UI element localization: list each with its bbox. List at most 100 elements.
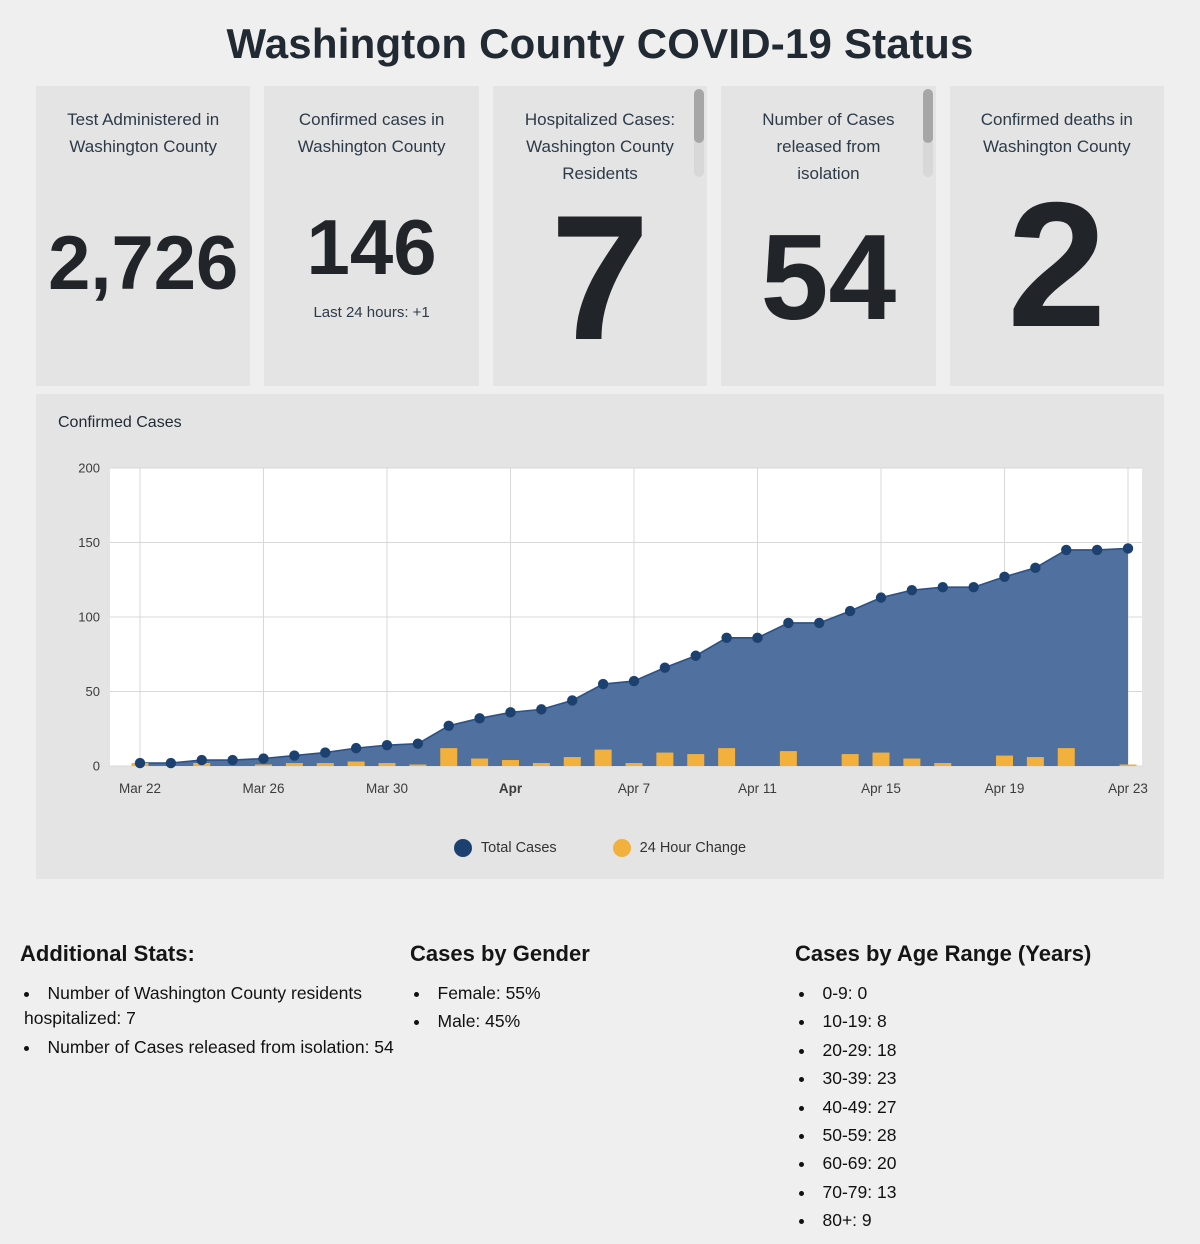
total-cases-point[interactable]: [505, 707, 516, 718]
list-item: 80+: 9: [799, 1208, 1180, 1233]
total-cases-point[interactable]: [412, 738, 424, 749]
y-tick-label: 0: [93, 759, 100, 774]
total-cases-point[interactable]: [1091, 544, 1103, 556]
list-item: 70-79: 13: [799, 1180, 1180, 1205]
stat-card-tests: Test Administered in Washington County 2…: [36, 86, 251, 386]
total-cases-point[interactable]: [1030, 562, 1041, 574]
legend-item-24-hour-change[interactable]: 24 Hour Change: [612, 839, 747, 857]
change-bar[interactable]: [841, 754, 859, 766]
change-bar[interactable]: [471, 758, 489, 766]
total-cases-point[interactable]: [814, 617, 825, 629]
change-bar[interactable]: [255, 764, 272, 766]
change-bar[interactable]: [563, 757, 581, 766]
y-tick-label: 200: [78, 461, 100, 476]
change-bar[interactable]: [779, 751, 797, 766]
list-item: 20-29: 18: [799, 1038, 1180, 1063]
total-cases-point[interactable]: [567, 695, 578, 706]
scrollbar-thumb[interactable]: [694, 89, 705, 143]
total-cases-point[interactable]: [320, 747, 331, 758]
bottom-stats-section: Additional Stats: Number of Washington C…: [0, 941, 1200, 1236]
confirmed-cases-panel: Confirmed Cases 0 50 100 150 200 Mar 22 Mar 26…: [36, 394, 1164, 879]
additional-stats-list: Number of Washington County residents ho…: [24, 981, 410, 1060]
list-item: 40-49: 27: [799, 1095, 1180, 1120]
additional-stats-heading: Additional Stats:: [20, 941, 195, 966]
legend-label: 24 Hour Change: [639, 840, 747, 856]
page-title: Washington County COVID-19 Status: [226, 20, 974, 67]
change-bar[interactable]: [502, 760, 519, 766]
change-bar[interactable]: [316, 763, 334, 766]
list-item: Number of Washington County residents ho…: [24, 981, 410, 1032]
stat-card-value-wrap: 7: [493, 188, 707, 386]
total-cases-point[interactable]: [968, 582, 979, 593]
change-bar[interactable]: [934, 763, 952, 766]
change-bar[interactable]: [594, 749, 612, 766]
total-cases-point[interactable]: [690, 650, 701, 661]
y-tick-label: 150: [78, 535, 100, 550]
total-cases-point[interactable]: [721, 632, 732, 644]
total-cases-point[interactable]: [906, 584, 918, 596]
change-bar[interactable]: [687, 754, 705, 766]
total-cases-point[interactable]: [381, 739, 393, 751]
change-bar[interactable]: [903, 758, 921, 766]
total-cases-point[interactable]: [844, 605, 856, 617]
change-bar[interactable]: [409, 764, 427, 766]
change-bar[interactable]: [285, 763, 303, 766]
change-bar[interactable]: [440, 748, 458, 766]
change-bar[interactable]: [718, 748, 736, 766]
scrollbar-thumb[interactable]: [922, 89, 933, 143]
change-bar[interactable]: [347, 761, 365, 766]
total-cases-point[interactable]: [628, 675, 640, 687]
total-cases-point[interactable]: [474, 713, 485, 724]
y-tick-label: 100: [78, 610, 100, 625]
stat-card-sublabel: Last 24 hours: +1: [313, 303, 430, 321]
total-cases-point[interactable]: [1061, 544, 1072, 556]
total-cases-point[interactable]: [258, 753, 269, 764]
change-bar[interactable]: [378, 763, 396, 766]
total-cases-point[interactable]: [289, 750, 300, 761]
total-cases-point[interactable]: [134, 757, 146, 769]
stat-card-value: 2: [1007, 164, 1107, 364]
total-cases-point[interactable]: [999, 571, 1010, 582]
change-bar[interactable]: [532, 763, 550, 766]
change-bar[interactable]: [872, 752, 890, 766]
total-cases-point[interactable]: [227, 754, 238, 766]
change-bar[interactable]: [1026, 757, 1044, 766]
total-cases-point[interactable]: [1122, 543, 1134, 554]
stat-card-value: 54: [760, 208, 897, 345]
legend-item-total-cases[interactable]: Total Cases: [453, 839, 557, 857]
change-bar[interactable]: [996, 755, 1013, 766]
stat-card-value-wrap: 2: [950, 160, 1164, 386]
change-bar[interactable]: [656, 752, 674, 766]
change-bar[interactable]: [1119, 764, 1137, 766]
total-cases-point[interactable]: [937, 582, 948, 593]
age-range-heading: Cases by Age Range (Years): [795, 941, 1092, 966]
total-cases-point[interactable]: [536, 704, 547, 715]
x-tick-label: Apr: [499, 781, 523, 796]
list-item: 0-9: 0: [799, 981, 1180, 1006]
total-cases-point[interactable]: [783, 617, 794, 629]
total-cases-point[interactable]: [659, 662, 671, 673]
confirmed-cases-chart: 0 50 100 150 200 Mar 22 Mar 26 Mar 30 Apr Apr 7 Ap…: [78, 461, 1148, 797]
change-bar[interactable]: [1057, 748, 1075, 766]
gender-section: Cases by Gender Female: 55% Male: 45%: [410, 941, 795, 1236]
total-cases-point[interactable]: [196, 754, 207, 766]
scrollbar[interactable]: [694, 89, 705, 177]
stat-card-label: Number of Cases released from isolation: [762, 110, 895, 184]
total-cases-point[interactable]: [350, 742, 362, 754]
gender-list: Female: 55% Male: 45%: [414, 981, 795, 1035]
total-cases-point[interactable]: [752, 632, 763, 644]
additional-stats-section: Additional Stats: Number of Washington C…: [20, 941, 410, 1236]
24-hour-change-legend-swatch: [612, 839, 631, 857]
list-item: 30-39: 23: [799, 1066, 1180, 1091]
x-tick-label: Apr 15: [861, 781, 901, 796]
x-tick-label: Apr 7: [618, 781, 650, 796]
scrollbar[interactable]: [922, 89, 933, 177]
age-range-section: Cases by Age Range (Years) 0-9: 0 10-19: …: [795, 941, 1180, 1236]
total-cases-point[interactable]: [875, 592, 887, 603]
chart-legend: Total Cases 24 Hour Change: [50, 839, 1150, 857]
total-cases-point[interactable]: [165, 757, 177, 769]
total-cases-point[interactable]: [443, 720, 454, 731]
total-cases-point[interactable]: [597, 678, 609, 690]
x-tick-label: Mar 22: [119, 781, 161, 796]
change-bar[interactable]: [625, 763, 643, 766]
